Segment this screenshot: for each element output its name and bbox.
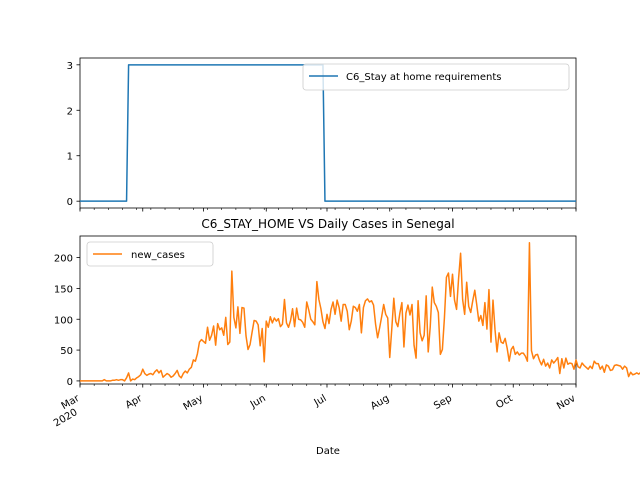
- bottom-x-tick-label: Oct: [494, 393, 515, 411]
- top-subplot: 0 1 2 3 C6_Stay at home requirements: [67, 57, 577, 212]
- top-legend-label: C6_Stay at home requirements: [346, 72, 502, 83]
- bottom-series-layer: [80, 242, 640, 382]
- series-line-new-cases: [80, 242, 640, 382]
- top-legend-box: [302, 63, 570, 91]
- x-axis-label: Date: [316, 446, 340, 457]
- top-x-ticks: [79, 208, 577, 212]
- bottom-x-tick-label: Aug: [369, 393, 391, 412]
- bottom-legend-box: [86, 241, 214, 267]
- chart-title: C6_STAY_HOME VS Daily Cases in Senegal: [201, 217, 454, 231]
- bottom-x-tick-label: Nov: [555, 393, 577, 412]
- bottom-y-tick-label: 150: [54, 284, 73, 295]
- top-y-tick-label: 0: [67, 197, 73, 208]
- bottom-y-tick-label: 100: [54, 315, 73, 326]
- bottom-y-tick-label: 0: [67, 377, 73, 388]
- bottom-x-tick-label: Sep: [432, 393, 454, 412]
- bottom-y-tick-label: 50: [60, 346, 73, 357]
- bottom-x-tick-label: Jul: [312, 393, 329, 409]
- top-y-tick-label: 2: [67, 106, 73, 117]
- bottom-y-tick-label: 200: [54, 254, 73, 265]
- top-y-tick-label: 1: [67, 152, 73, 163]
- top-legend: C6_Stay at home requirements: [302, 63, 570, 91]
- top-y-tick-label: 3: [67, 61, 73, 72]
- bottom-x-tick-label: Apr: [124, 393, 145, 412]
- bottom-x-tick-label: Jun: [248, 393, 268, 411]
- series-line-stay-at-home: [80, 64, 576, 202]
- top-axes-frame: [79, 57, 577, 209]
- bottom-subplot: C6_STAY_HOME VS Daily Cases in Senegal 0…: [52, 217, 640, 457]
- bottom-y-ticks: 0 50 100 150 200: [54, 254, 80, 388]
- top-series-layer: [80, 64, 576, 202]
- top-y-ticks: 0 1 2 3: [67, 61, 80, 208]
- bottom-axes-frame: [79, 235, 577, 385]
- bottom-legend-label: new_cases: [131, 250, 185, 261]
- bottom-x-tick-label: May: [182, 393, 205, 413]
- bottom-legend: new_cases: [86, 241, 214, 267]
